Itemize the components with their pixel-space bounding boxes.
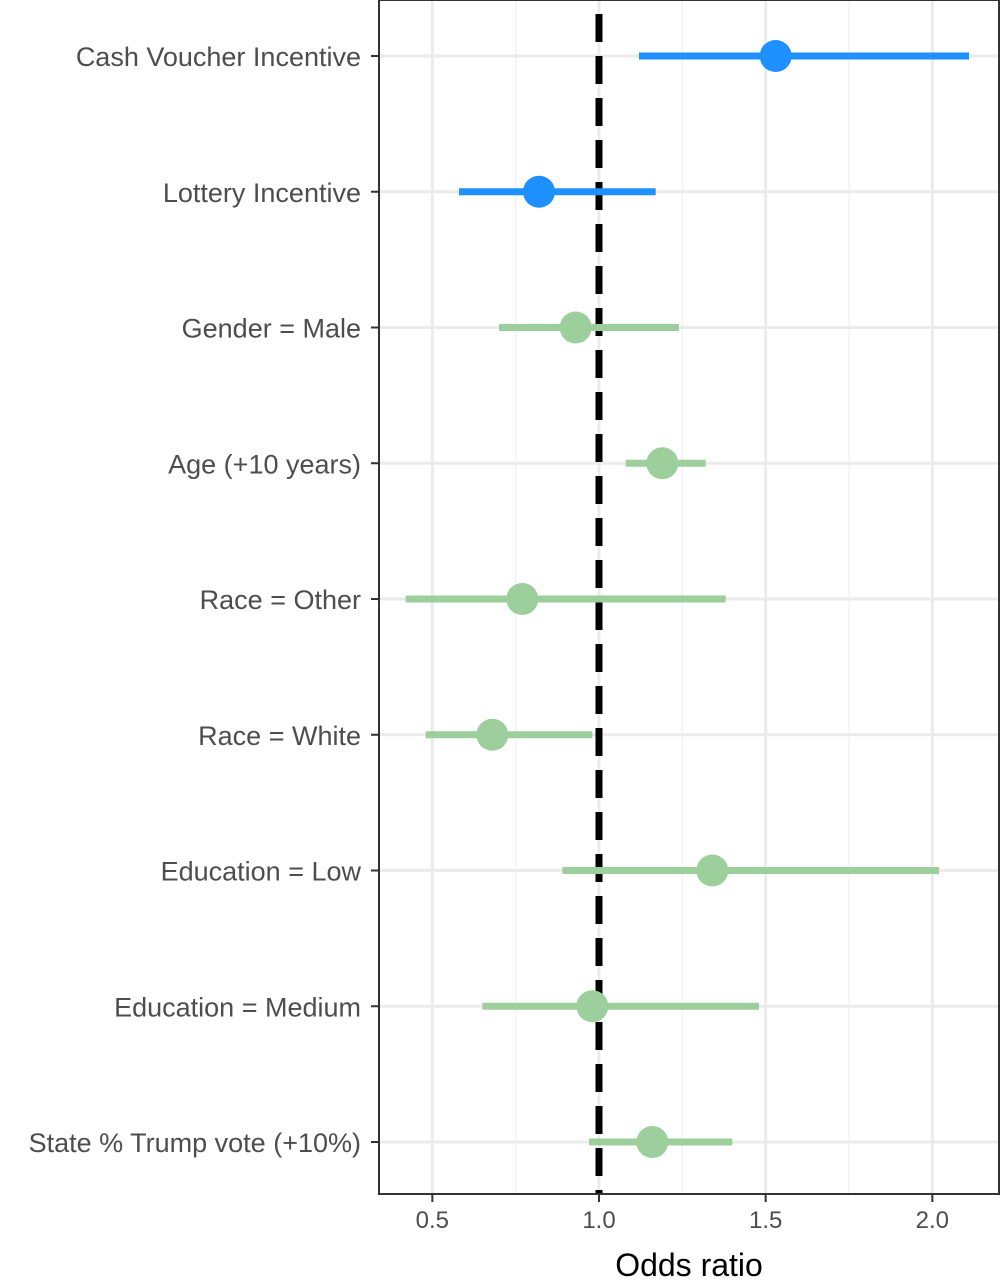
y-tick-label: Education = Medium: [114, 992, 361, 1022]
y-tick-label: Race = Other: [200, 585, 361, 615]
point-estimate: [476, 718, 509, 751]
panel-border: [378, 0, 1000, 1195]
point-estimate: [576, 990, 609, 1023]
y-tick-label: Cash Voucher Incentive: [76, 42, 361, 72]
x-tick-label: 1.5: [749, 1207, 782, 1234]
y-tick-label: Lottery Incentive: [163, 178, 361, 208]
point-estimate: [696, 854, 729, 887]
axis-layer: Cash Voucher Incentive Lottery Incentive G…: [29, 42, 949, 1234]
y-tick-label: Race = White: [198, 721, 361, 751]
point-estimate: [523, 175, 555, 208]
point-estimate: [559, 311, 592, 344]
y-tick-label: Education = Low: [161, 857, 362, 887]
y-tick-label: Gender = Male: [182, 314, 361, 344]
point-estimate: [759, 40, 792, 72]
x-axis-title: Odds ratio: [615, 1247, 763, 1280]
y-tick-label: State % Trump vote (+10%): [29, 1128, 361, 1158]
y-tick-label: Age (+10 years): [168, 449, 361, 479]
marks-layer: [405, 40, 969, 1158]
x-tick-label: 0.5: [416, 1207, 449, 1234]
point-estimate: [636, 1126, 669, 1158]
point-estimate: [506, 583, 539, 615]
x-tick-label: 1.0: [582, 1207, 615, 1234]
x-tick-label: 2.0: [916, 1207, 949, 1234]
point-estimate: [646, 447, 679, 480]
